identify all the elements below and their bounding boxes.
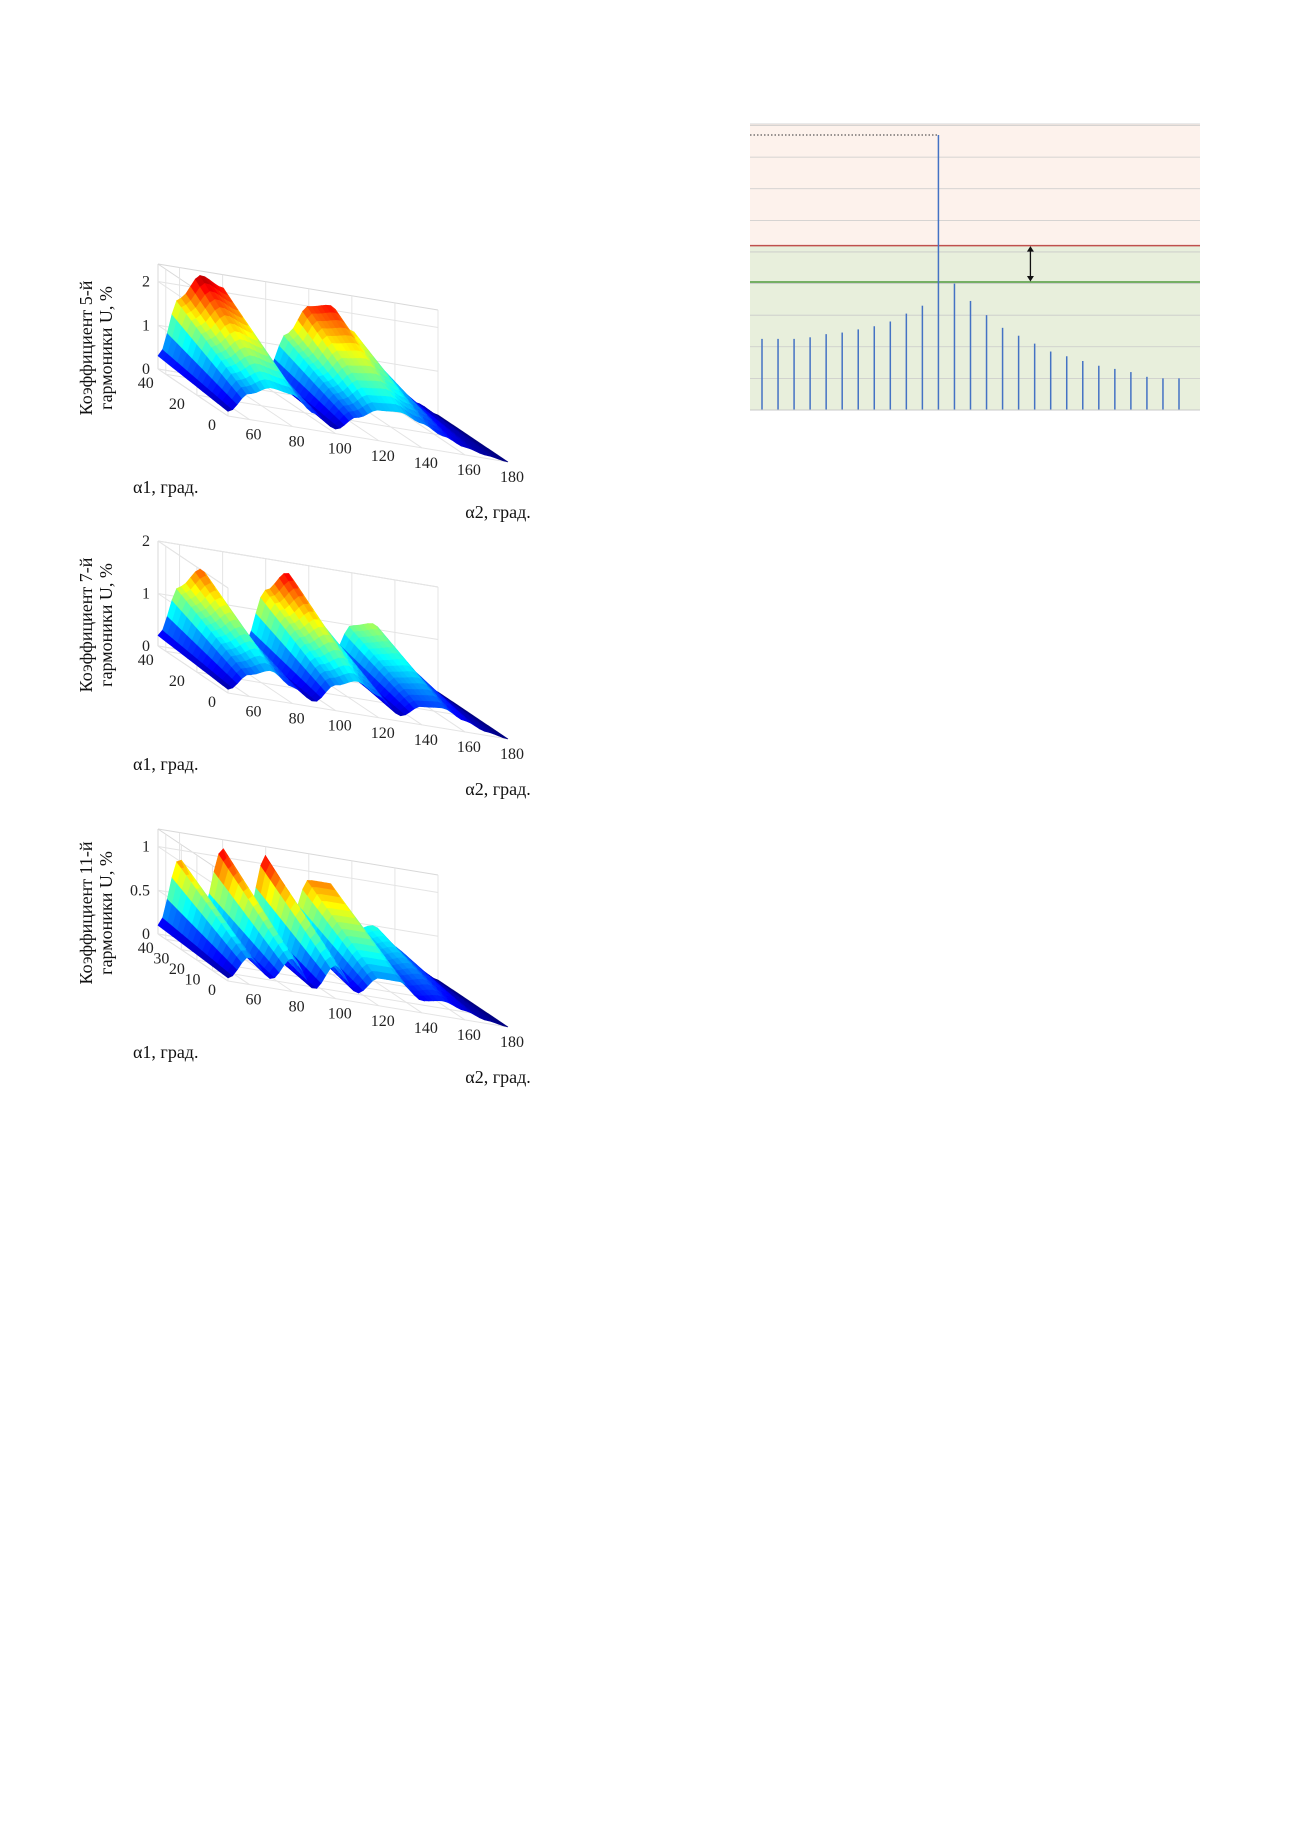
upper-zone <box>750 124 1200 246</box>
y-tick-label: 40 <box>138 375 154 392</box>
y-tick-label: 20 <box>169 396 185 413</box>
surface-chart-5th-harmonic: 60 80 100 120 140 160 180 0 20 40 0 1 2 α2, град. α1, … <box>76 263 648 528</box>
x-tick-label: 100 <box>328 1006 352 1023</box>
x-tick-label: 140 <box>414 1020 438 1037</box>
x-tick-label: 160 <box>457 1027 481 1044</box>
y-tick-label: 20 <box>169 673 185 690</box>
y-tick-label: 10 <box>184 972 200 989</box>
x-tick-label: 60 <box>246 992 262 1009</box>
z-tick-label: 0 <box>142 926 150 943</box>
surface-chart-7th-harmonic: 60 80 100 120 140 160 180 0 20 40 0 1 2 α2, град. α1, … <box>76 533 648 805</box>
z-tick-label: 1 <box>142 586 150 603</box>
y-tick-label: 0 <box>208 417 216 434</box>
x-tick-label: 140 <box>414 455 438 472</box>
grid-line <box>227 692 509 740</box>
z-tick-label: 0.5 <box>130 882 150 899</box>
grid-line <box>157 263 439 311</box>
y-axis-label: α1, град. <box>133 1042 198 1062</box>
grid-line <box>196 671 477 719</box>
z-tick-label: 0 <box>142 361 150 378</box>
x-tick-label: 120 <box>371 1013 395 1030</box>
surface-patch <box>498 734 509 740</box>
x-tick-label: 100 <box>328 441 352 458</box>
z-axis-label-line2: гармоники U, % <box>96 286 116 410</box>
grid-line <box>157 368 229 417</box>
y-tick-label: 40 <box>138 940 154 957</box>
x-tick-label: 80 <box>289 999 305 1016</box>
harmonic-spectrum-chart <box>745 118 1205 418</box>
z-tick-label: 0 <box>142 638 150 655</box>
surface-patch <box>498 1022 509 1028</box>
z-tick-label: 1 <box>142 839 150 856</box>
grid-line <box>227 980 509 1028</box>
z-axis-label-line2: гармоники U, % <box>96 851 116 975</box>
grid-line <box>157 846 439 893</box>
grid-line <box>212 970 493 1018</box>
surface-mesh <box>157 274 509 463</box>
z-axis-label-line2: гармоники U, % <box>96 563 116 687</box>
y-tick-label: 0 <box>208 982 216 999</box>
grid-line <box>265 386 336 435</box>
x-tick-label: 160 <box>457 462 481 479</box>
x-tick-label: 100 <box>328 718 352 735</box>
x-axis-label: α2, град. <box>465 1067 530 1087</box>
x-tick-label: 180 <box>500 469 524 486</box>
x-tick-label: 180 <box>500 746 524 763</box>
x-tick-label: 80 <box>289 434 305 451</box>
grid-line <box>157 540 229 589</box>
y-tick-label: 20 <box>169 961 185 978</box>
lower-zone <box>750 245 1200 410</box>
x-tick-label: 60 <box>246 704 262 721</box>
y-axis-label: α1, град. <box>133 477 198 497</box>
y-tick-label: 40 <box>138 652 154 669</box>
spectrum-plot <box>750 123 1200 411</box>
grid-line <box>394 407 466 456</box>
x-tick-label: 80 <box>289 711 305 728</box>
grid-line <box>157 828 439 876</box>
surface-chart-11th-harmonic: 60 80 100 120 140 160 180 0 10 20 30 40 0 0.5 1 α2, гра… <box>76 828 648 1093</box>
surface-mesh <box>157 848 509 1028</box>
surface-patch <box>498 457 509 463</box>
grid-line <box>157 645 229 694</box>
grid-line <box>157 540 439 588</box>
z-axis-label-line1: Коэффициент 11-й <box>76 841 96 984</box>
y-axis-label: α1, град. <box>133 754 198 774</box>
y-tick-label: 30 <box>153 951 169 968</box>
x-tick-label: 140 <box>414 732 438 749</box>
x-tick-label: 120 <box>371 725 395 742</box>
z-axis-label-line1: Коэффициент 7-й <box>76 557 96 692</box>
grid-line <box>227 415 509 463</box>
surface-mesh <box>157 568 509 740</box>
z-tick-label: 2 <box>142 533 150 550</box>
arrow-head-down <box>1026 275 1034 282</box>
x-tick-label: 160 <box>457 739 481 756</box>
x-axis-label: α2, град. <box>465 779 530 799</box>
x-tick-label: 180 <box>500 1034 524 1051</box>
z-tick-label: 2 <box>142 274 150 291</box>
grid-line <box>157 933 229 982</box>
z-tick-label: 1 <box>142 317 150 334</box>
arrow-head-up <box>1026 246 1034 252</box>
x-tick-label: 120 <box>371 448 395 465</box>
z-axis-label-line1: Коэффициент 5-й <box>76 280 96 415</box>
x-tick-label: 60 <box>246 427 262 444</box>
x-axis-label: α2, град. <box>465 502 530 522</box>
y-tick-label: 0 <box>208 694 216 711</box>
